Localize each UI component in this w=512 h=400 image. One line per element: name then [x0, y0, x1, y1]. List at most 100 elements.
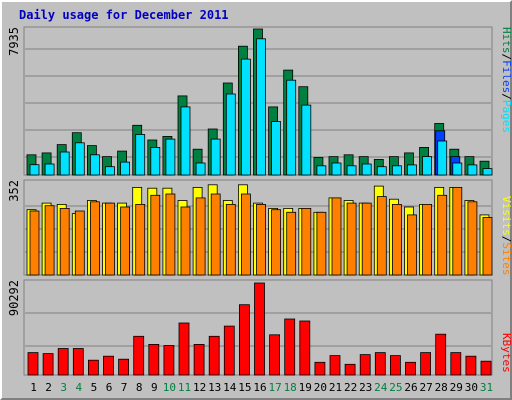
bar-sites-day-18: [286, 211, 297, 276]
bar-sites-day-4: [74, 210, 85, 276]
bar-kbytes-day-1: [27, 352, 39, 376]
bar-kbytes-day-18: [284, 318, 296, 376]
bar-sites-day-31: [482, 217, 493, 276]
x-label-day-28: 28: [435, 381, 448, 394]
x-label-day-25: 25: [389, 381, 402, 394]
x-label-day-27: 27: [419, 381, 432, 394]
x-label-day-29: 29: [450, 381, 463, 394]
bar-pages-day-7: [120, 161, 130, 176]
bar-sites-day-27: [422, 203, 433, 276]
legend-files: Files: [500, 60, 512, 93]
bar-sites-day-19: [301, 207, 312, 276]
bar-kbytes-day-4: [72, 348, 84, 376]
bar-sites-day-9: [150, 194, 161, 276]
bar-pages-day-26: [407, 164, 417, 176]
bar-kbytes-day-31: [480, 360, 492, 376]
bar-kbytes-day-25: [389, 355, 401, 376]
bar-sites-day-22: [346, 202, 357, 276]
bar-kbytes-day-9: [148, 343, 160, 376]
bar-pages-day-2: [44, 163, 55, 176]
bar-pages-day-16: [256, 38, 266, 176]
bar-kbytes-day-12: [193, 343, 205, 376]
x-label-day-17: 17: [268, 381, 281, 394]
bar-sites-day-25: [391, 203, 402, 276]
bar-sites-day-7: [120, 206, 130, 276]
bar-kbytes-day-22: [344, 363, 356, 376]
bar-sites-day-11: [180, 206, 191, 276]
bar-kbytes-day-14: [223, 325, 235, 376]
bar-pages-day-30: [467, 164, 478, 176]
bar-kbytes-day-8: [133, 335, 145, 376]
bar-pages-day-14: [225, 93, 236, 176]
bar-kbytes-day-27: [420, 352, 432, 376]
legend-hits: Hits: [500, 27, 512, 54]
x-label-day-11: 11: [178, 381, 191, 394]
bar-pages-day-17: [271, 121, 282, 176]
x-label-day-6: 6: [106, 381, 113, 394]
x-label-day-21: 21: [329, 381, 342, 394]
ymax-label-visits: 352: [7, 180, 21, 202]
legend-kbytes-group: KBytes: [500, 333, 512, 373]
bar-pages-day-22: [346, 165, 357, 176]
x-label-day-24: 24: [374, 381, 388, 394]
svg-text:Hits/Files/Pages: Hits/Files/Pages: [500, 27, 512, 133]
bar-sites-day-6: [105, 202, 115, 276]
bar-pages-day-23: [361, 163, 372, 176]
bar-sites-day-30: [467, 201, 478, 276]
bar-kbytes-day-20: [314, 361, 326, 376]
bar-pages-day-8: [135, 134, 146, 176]
x-label-day-15: 15: [238, 381, 251, 394]
bar-pages-day-27: [422, 156, 433, 176]
bar-kbytes-day-17: [269, 334, 281, 376]
bar-sites-day-5: [90, 201, 100, 276]
bar-pages-day-31: [482, 168, 493, 176]
bar-pages-day-12: [195, 162, 206, 176]
bar-pages-day-15: [240, 58, 251, 176]
x-label-day-18: 18: [284, 381, 297, 394]
bar-kbytes-day-30: [465, 355, 477, 376]
bar-kbytes-day-23: [359, 354, 371, 376]
bar-kbytes-day-11: [178, 322, 190, 376]
bar-kbytes-day-26: [405, 361, 416, 376]
bar-kbytes-day-16: [254, 282, 265, 376]
x-axis-labels: 1 2 3 4 5 6 7 8 9 10 11 12 13 14 15 16 17 18 19 20 21 22 23 24 2…: [30, 381, 493, 394]
bar-pages-day-29: [452, 162, 463, 176]
bar-sites-day-12: [195, 197, 206, 276]
legend-visits-sites: Visits/Sites: [500, 196, 512, 276]
bar-sites-day-15: [240, 193, 251, 276]
chart-bars: [26, 28, 493, 376]
bar-kbytes-day-19: [299, 320, 311, 376]
bar-sites-day-10: [165, 193, 176, 276]
bar-pages-day-25: [391, 165, 402, 176]
bar-pages-day-1: [29, 164, 40, 176]
bar-sites-day-29: [452, 186, 463, 276]
bar-pages-day-10: [165, 138, 176, 176]
bar-kbytes-day-5: [88, 359, 99, 376]
x-label-day-4: 4: [75, 381, 82, 394]
bar-pages-day-13: [210, 138, 221, 176]
bar-kbytes-day-6: [103, 355, 114, 376]
bar-pages-day-24: [376, 166, 387, 176]
bar-pages-day-21: [331, 162, 342, 176]
x-label-day-12: 12: [193, 381, 206, 394]
bar-sites-day-26: [407, 214, 417, 276]
x-label-day-5: 5: [91, 381, 98, 394]
bar-sites-day-13: [210, 193, 221, 276]
bar-sites-day-23: [361, 202, 372, 276]
bar-kbytes-day-3: [57, 348, 69, 376]
x-label-day-26: 26: [404, 381, 417, 394]
legend-hits-files-pages: Hits/Files/Pages: [500, 27, 512, 133]
bar-pages-day-20: [316, 165, 327, 176]
bar-sites-day-24: [376, 196, 387, 276]
bar-pages-day-6: [105, 166, 115, 176]
bar-pages-day-9: [150, 146, 161, 176]
x-label-day-7: 7: [121, 381, 128, 394]
x-label-day-2: 2: [45, 381, 52, 394]
bar-pages-day-19: [301, 104, 312, 176]
x-label-day-20: 20: [314, 381, 327, 394]
bar-kbytes-day-10: [163, 345, 175, 376]
svg-text:Visits/Sites: Visits/Sites: [500, 196, 512, 276]
bar-kbytes-day-28: [435, 333, 447, 376]
bar-pages-day-4: [74, 142, 85, 176]
bar-sites-day-3: [59, 207, 70, 276]
